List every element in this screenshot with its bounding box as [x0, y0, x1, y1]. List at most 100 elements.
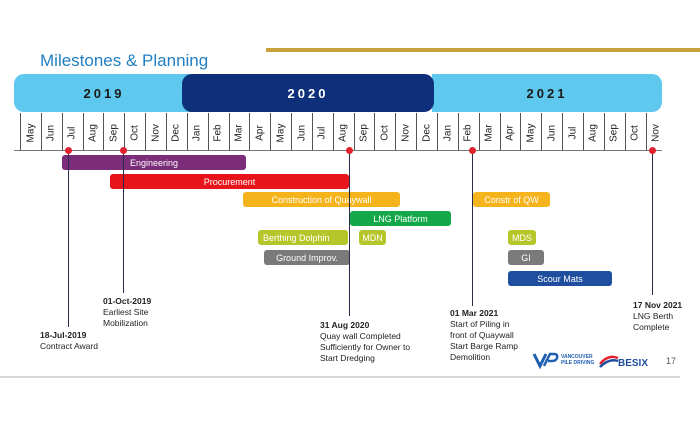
year-2020-header: 2020	[182, 74, 434, 112]
month-tick	[562, 113, 564, 151]
month-label: Aug	[583, 115, 604, 151]
milestone-dot-site-mobilization	[120, 147, 127, 154]
month-label: Mar	[479, 115, 500, 151]
month-label: Jun	[541, 115, 562, 151]
month-tick	[311, 113, 313, 151]
milestone-date: 01 Mar 2021	[450, 308, 499, 318]
month-tick	[82, 113, 84, 151]
month-label-text: Oct	[129, 125, 141, 141]
month-label: Jul	[62, 115, 83, 151]
milestone-date: 31 Aug 2020	[320, 320, 370, 330]
milestone-text: Start of Piling in	[450, 319, 510, 329]
milestone-text: Earliest Site	[103, 307, 149, 317]
month-label-text: Mar	[233, 124, 245, 142]
header-accent-line	[266, 48, 700, 52]
month-label-text: Jun	[296, 124, 308, 142]
month-label: Nov	[145, 115, 166, 151]
month-tick	[207, 113, 209, 151]
month-tick	[228, 113, 230, 151]
month-label-text: Apr	[504, 125, 516, 141]
svg-text:BESIX: BESIX	[618, 358, 648, 369]
milestone-date: 17 Nov 2021	[633, 300, 683, 310]
milestone-text: Demolition	[450, 352, 491, 362]
milestone-dot-start-piling	[469, 147, 476, 154]
month-label: Dec	[166, 115, 187, 151]
bar-construction-quaywall: Construction of Quaywall	[243, 192, 400, 207]
bar-mdn: MDN	[359, 230, 386, 245]
month-label: Nov	[395, 115, 416, 151]
milestone-line-site-mobilization	[123, 150, 124, 293]
month-tick	[478, 113, 480, 151]
milestone-text: Complete	[633, 322, 670, 332]
month-label-text: Nov	[400, 124, 412, 142]
month-label: Jan	[187, 115, 208, 151]
month-label-text: Jul	[567, 126, 579, 140]
month-label-text: Feb	[462, 124, 474, 142]
month-label: Jul	[312, 115, 333, 151]
month-label-text: May	[275, 123, 287, 143]
month-label-text: Jul	[66, 126, 78, 140]
month-tick	[124, 113, 126, 151]
month-label-text: Aug	[337, 124, 349, 142]
bar-engineering: Engineering	[62, 155, 246, 170]
month-label: Oct	[124, 115, 145, 151]
milestone-quaywall-completed: 31 Aug 2020 Quay wall Completed Sufficie…	[320, 320, 410, 364]
month-label-text: Jan	[442, 124, 453, 142]
month-label: Sep	[354, 115, 375, 151]
milestone-contract-award: 18-Jul-2019 Contract Award	[40, 330, 98, 352]
svg-text:PILE DRIVING: PILE DRIVING	[561, 360, 594, 366]
month-label-text: Aug	[587, 124, 599, 142]
month-tick	[603, 113, 605, 151]
milestone-text: Quay wall Completed	[320, 331, 401, 341]
milestone-text: LNG Berth	[633, 311, 674, 321]
milestone-text: Start Dredging	[320, 353, 375, 363]
vancouver-pile-driving-logo: VANCOUVER PILE DRIVING	[532, 352, 594, 370]
month-tick	[165, 113, 167, 151]
month-label: Oct	[625, 115, 646, 151]
month-tick	[374, 113, 376, 151]
month-label-text: Feb	[212, 124, 224, 142]
month-label: Jun	[41, 115, 62, 151]
svg-text:VANCOUVER: VANCOUVER	[561, 354, 593, 360]
month-tick	[395, 113, 397, 151]
milestone-dot-lng-berth	[649, 147, 656, 154]
month-label: May	[520, 115, 541, 151]
month-label-text: Nov	[150, 124, 162, 142]
page-number: 17	[666, 356, 677, 366]
month-label: Jun	[291, 115, 312, 151]
month-tick	[145, 113, 147, 151]
milestone-lng-berth: 17 Nov 2021 LNG Berth Complete	[633, 300, 682, 333]
month-tick	[541, 113, 543, 151]
milestone-date: 18-Jul-2019	[40, 330, 87, 340]
milestone-line-start-piling	[472, 150, 473, 306]
month-label-text: Jul	[316, 126, 328, 140]
month-label: Dec	[416, 115, 437, 151]
month-label-text: Jun	[546, 124, 558, 142]
milestone-dot-quaywall-completed	[346, 147, 353, 154]
milestone-line-lng-berth	[652, 150, 653, 295]
milestone-text: Start Barge Ramp	[450, 341, 519, 351]
month-label: Feb	[208, 115, 229, 151]
month-label: Nov	[646, 115, 667, 151]
month-label-text: Mar	[483, 124, 495, 142]
month-label-text: Sep	[608, 124, 620, 142]
month-tick	[520, 113, 522, 151]
month-tick	[249, 113, 251, 151]
month-label: Apr	[500, 115, 521, 151]
month-label-text: Oct	[379, 125, 391, 141]
milestone-site-mobilization: 01-Oct-2019 Earliest Site Mobilization	[103, 296, 151, 329]
month-label: Jan	[437, 115, 458, 151]
month-tick	[353, 113, 355, 151]
month-label-text: Dec	[170, 124, 182, 142]
month-label-text: Aug	[87, 124, 99, 142]
month-label-text: Apr	[254, 125, 266, 141]
month-label: Oct	[374, 115, 395, 151]
milestone-date: 01-Oct-2019	[103, 296, 152, 306]
month-tick	[437, 113, 438, 151]
bar-scour-mats: Scour Mats	[508, 271, 612, 286]
month-label-text: May	[25, 123, 36, 143]
milestone-start-piling: 01 Mar 2021 Start of Piling in front of …	[450, 308, 518, 363]
month-label: May	[270, 115, 291, 151]
bar-gi: GI	[508, 250, 544, 265]
milestone-line-quaywall-completed	[349, 150, 350, 316]
